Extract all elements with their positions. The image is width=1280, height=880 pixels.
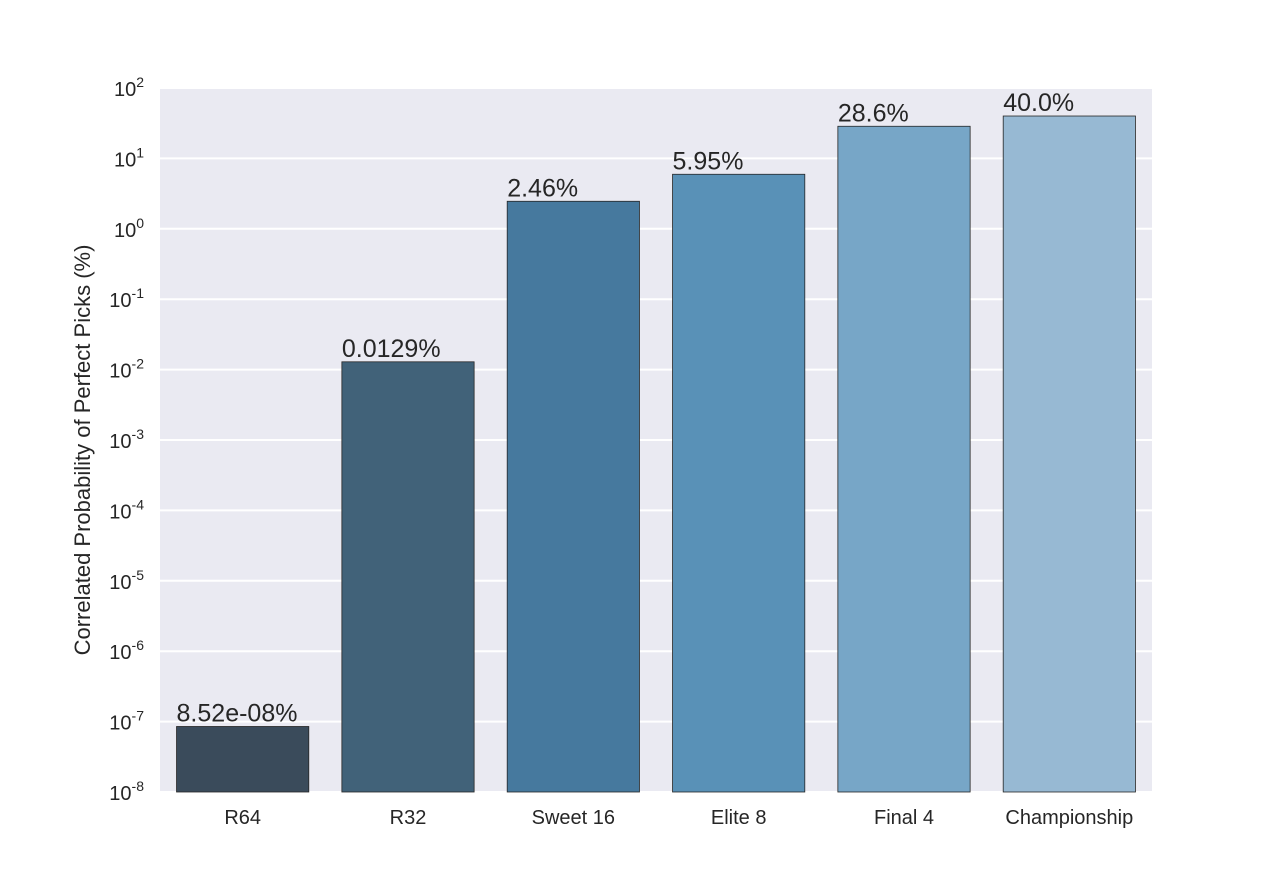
- y-tick-label: 10-7: [109, 708, 144, 735]
- x-tick-label: Final 4: [874, 807, 934, 829]
- y-tick-label: 10-5: [109, 567, 144, 594]
- x-axis-ticks: R64 R32 Sweet 16 Elite 8 Final 4 Championship: [224, 807, 1133, 829]
- bar-value-label: 8.52e-08%: [177, 699, 298, 727]
- x-tick-label: R32: [390, 807, 427, 829]
- bar-value-label: 40.0%: [1003, 89, 1074, 117]
- bar-value-label: 2.46%: [507, 174, 578, 202]
- bar-sweet-16: [506, 200, 640, 793]
- bar-final-4: [837, 125, 971, 793]
- bar-elite-8: [672, 173, 806, 793]
- bar-value-label: 28.6%: [838, 99, 909, 127]
- x-tick-label: Elite 8: [711, 807, 767, 829]
- bar-r64: [176, 726, 310, 793]
- y-tick-label: 100: [114, 215, 144, 242]
- bar-value-label: 5.95%: [673, 147, 744, 175]
- bar-value-label: 0.0129%: [342, 335, 441, 363]
- bar-r32: [341, 361, 475, 793]
- x-tick-label: R64: [224, 807, 261, 829]
- y-tick-label: 10-3: [109, 426, 144, 453]
- y-tick-label: 10-2: [109, 356, 144, 383]
- bar-labels: 8.52e-08% 0.0129% 2.46% 5.95% 28.6% 40.0%: [177, 89, 1075, 727]
- y-tick-label: 101: [114, 144, 144, 171]
- y-tick-label: 10-1: [109, 285, 144, 312]
- bars: [176, 115, 1136, 793]
- y-axis-title: Correlated Probability of Perfect Picks …: [70, 245, 95, 656]
- bar-championship: [1002, 115, 1136, 793]
- y-tick-label: 10-4: [109, 496, 144, 523]
- x-tick-label: Championship: [1005, 807, 1133, 829]
- grid-lines: [160, 87, 1152, 793]
- y-tick-label: 102: [114, 74, 144, 101]
- y-tick-label: 10-8: [109, 778, 144, 805]
- y-axis-ticks: 102 101 100 10-1 10-2 10-3 10-4 10-5 10-6 10-7 10-…: [109, 74, 144, 805]
- y-tick-label: 10-6: [109, 637, 144, 664]
- x-tick-label: Sweet 16: [532, 807, 615, 829]
